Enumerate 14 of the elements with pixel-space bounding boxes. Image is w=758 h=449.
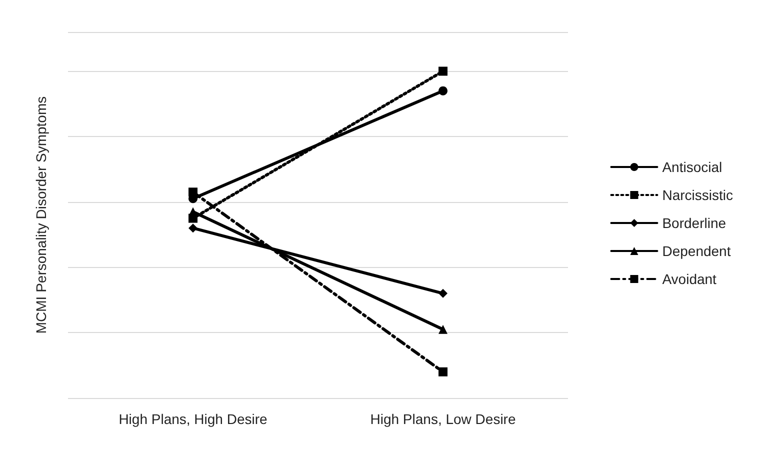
point (438, 86, 448, 96)
legend-label: Borderline (662, 215, 726, 231)
point (188, 224, 198, 233)
point (438, 367, 448, 376)
x-tick-label: High Plans, High Desire (118, 411, 268, 427)
point (438, 66, 448, 76)
legend-label: Avoidant (662, 271, 717, 287)
legend-label: Dependent (662, 243, 731, 259)
x-tick-label: High Plans, Low Desire (370, 411, 516, 427)
legend-label: Antisocial (662, 159, 722, 175)
y-axis-title: MCMI Personality Disorder Symptoms (33, 96, 49, 334)
point (438, 288, 448, 298)
legend-label: Narcissistic (662, 187, 733, 203)
point (188, 188, 198, 197)
